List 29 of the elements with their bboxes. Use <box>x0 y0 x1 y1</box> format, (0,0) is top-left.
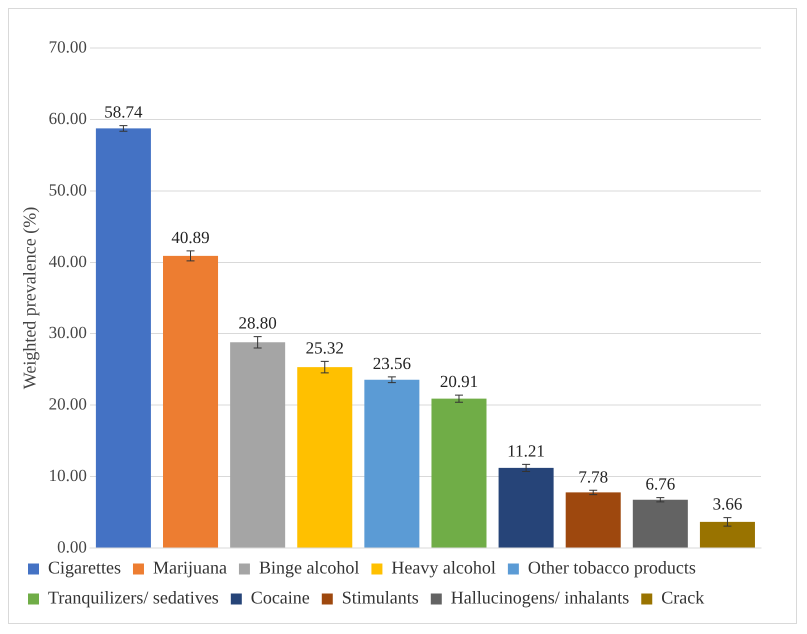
y-tick-label: 50.00 <box>48 180 87 200</box>
legend-label: Binge alcohol <box>258 558 360 578</box>
data-label: 6.76 <box>645 474 676 494</box>
legend-label: Cigarettes <box>48 558 121 578</box>
data-label: 20.91 <box>440 372 478 392</box>
legend-label: Cocaine <box>250 588 310 608</box>
y-tick-label: 20.00 <box>48 394 87 414</box>
legend-label: Hallucinogens/ inhalants <box>450 588 630 608</box>
legend-label: Marijuana <box>152 558 227 578</box>
y-tick-label: 10.00 <box>48 466 87 486</box>
y-axis-title: Weighted prevalence (%) <box>20 206 40 390</box>
data-label: 25.32 <box>306 338 344 358</box>
data-label: 3.66 <box>712 494 742 514</box>
legend-label: Crack <box>661 588 704 608</box>
legend-label: Stimulants <box>342 588 419 608</box>
y-tick-label: 40.00 <box>48 252 87 271</box>
data-label: 28.80 <box>238 314 277 333</box>
y-tick-label: 30.00 <box>48 323 87 342</box>
legend-label: Heavy alcohol <box>391 558 496 578</box>
data-label: 23.56 <box>372 354 411 373</box>
y-tick-label: 70.00 <box>48 37 87 56</box>
data-label: 58.74 <box>104 102 144 122</box>
y-tick-label: 60.00 <box>48 108 87 128</box>
data-label: 7.78 <box>578 467 608 486</box>
legend-label: Other tobacco products <box>528 558 696 578</box>
y-tick-label: 0.00 <box>57 537 87 556</box>
legend-label: Tranquilizers/ sedatives <box>48 588 219 608</box>
data-label: 40.89 <box>171 228 210 247</box>
data-label: 11.21 <box>507 441 545 460</box>
